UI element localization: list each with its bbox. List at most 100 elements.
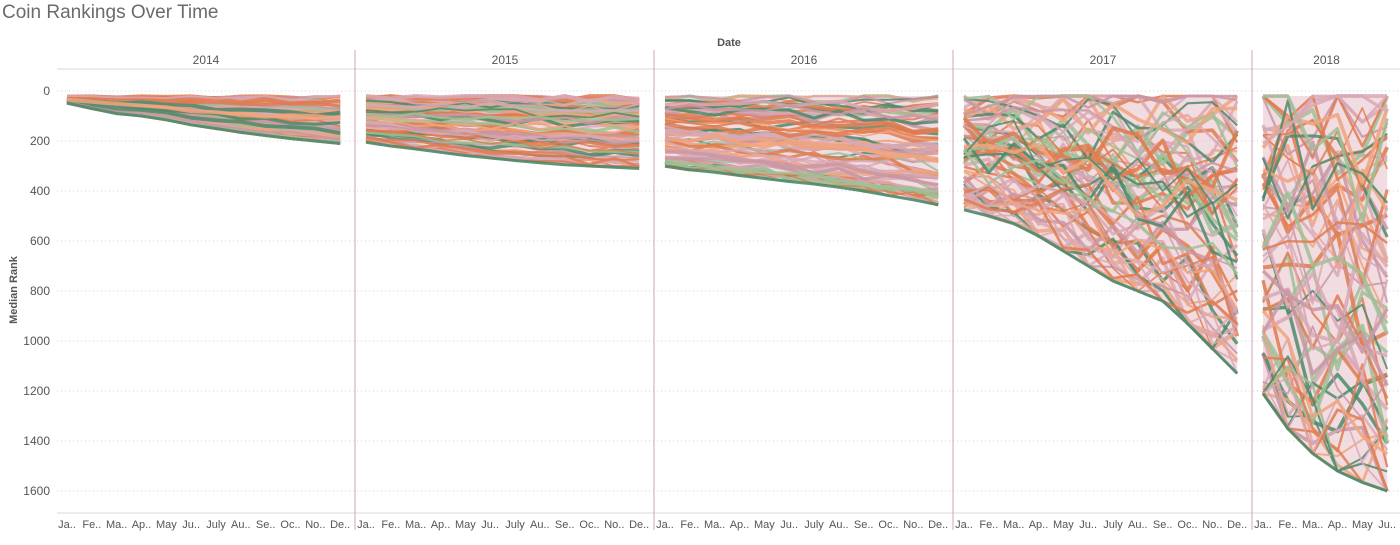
coin-rank-line <box>365 137 640 161</box>
coin-rank-line <box>962 175 1239 327</box>
coin-rank-line <box>963 119 1238 205</box>
month-tick-label: July <box>505 519 525 531</box>
month-tick-label: Ap.. <box>431 519 451 531</box>
panel-lines-2016 <box>664 94 940 207</box>
coin-rank-line <box>664 162 939 194</box>
coin-rank-line <box>1262 352 1388 472</box>
y-tick-label: 1600 <box>23 484 50 498</box>
month-tick-label: Ma.. <box>704 519 725 531</box>
month-tick-label: Se.. <box>555 519 575 531</box>
panel-lines-2017 <box>962 94 1240 375</box>
month-tick-label: No.. <box>604 519 624 531</box>
coin-rank-line <box>66 98 341 136</box>
coin-rank-line <box>664 106 939 126</box>
coin-rank-line <box>365 107 640 119</box>
coin-rank-line <box>664 113 939 136</box>
panel-lines-2015 <box>365 94 640 170</box>
month-tick-label: Ju.. <box>182 519 200 531</box>
coin-rank-line <box>1261 309 1389 456</box>
month-tick-label: Ap.. <box>1328 519 1348 531</box>
coin-rank-line <box>962 148 1239 275</box>
month-tick-label: Oc.. <box>878 519 898 531</box>
coin-rank-line <box>365 140 640 170</box>
panel-lines-2018 <box>1261 94 1390 493</box>
month-tick-label: Ju.. <box>481 519 499 531</box>
month-tick-label: Ju.. <box>780 519 798 531</box>
coin-rank-line <box>664 156 939 187</box>
year-header: 2016 <box>791 53 818 67</box>
coin-rank-line <box>1262 221 1388 251</box>
month-tick-label: July <box>206 519 226 531</box>
coin-rank-line <box>1262 94 1389 159</box>
coin-rank-line <box>963 169 1239 310</box>
y-tick-label: 0 <box>43 84 50 98</box>
coin-rank-line <box>365 113 640 125</box>
coin-rank-line <box>963 120 1239 223</box>
coin-rank-line <box>962 162 1239 315</box>
month-tick-label: Se.. <box>854 519 874 531</box>
y-tick-label: 200 <box>30 134 50 148</box>
month-tick-label: Ma.. <box>1003 519 1024 531</box>
y-tick-label: 1400 <box>23 434 50 448</box>
coin-rank-line <box>664 95 939 105</box>
coin-rank-line <box>1262 167 1389 291</box>
coin-rank-line <box>66 95 341 106</box>
coin-rank-line <box>963 175 1238 274</box>
coin-rank-line <box>963 94 1238 116</box>
coin-rank-line <box>963 179 1238 346</box>
coin-rank-line <box>664 117 939 142</box>
month-tick-label: Ja.. <box>955 519 973 531</box>
coin-rank-line <box>66 97 341 121</box>
month-tick-label: Au.. <box>231 519 251 531</box>
coin-rank-line <box>963 152 1239 280</box>
month-tick-label: Fe.. <box>680 519 699 531</box>
month-tick-label: May <box>455 519 476 531</box>
month-tick-label: Au.. <box>530 519 550 531</box>
year-header: 2015 <box>492 53 519 67</box>
coin-rank-line <box>664 138 939 176</box>
month-tick-label: Fe.. <box>381 519 400 531</box>
month-tick-label: No.. <box>305 519 325 531</box>
coin-rank-line <box>963 94 1239 168</box>
y-tick-label: 400 <box>30 184 50 198</box>
month-tick-label: Ma.. <box>1302 519 1323 531</box>
month-tick-label: Se.. <box>256 519 276 531</box>
month-tick-label: Ja.. <box>58 519 76 531</box>
year-header: 2014 <box>193 53 220 67</box>
coin-rank-line <box>1261 99 1389 211</box>
month-tick-label: No.. <box>1202 519 1222 531</box>
coin-rank-line <box>1262 355 1388 473</box>
year-header: 2017 <box>1090 53 1117 67</box>
coin-rank-line <box>664 99 939 113</box>
coin-rank-line <box>664 164 939 207</box>
month-tick-label: Ma.. <box>405 519 426 531</box>
month-tick-label: Ju.. <box>1079 519 1097 531</box>
y-tick-label: 1200 <box>23 384 50 398</box>
month-tick-label: De.. <box>928 519 948 531</box>
month-tick-label: Au.. <box>1128 519 1148 531</box>
coin-rank-line <box>963 142 1238 218</box>
month-tick-label: May <box>1053 519 1074 531</box>
coin-rank-line <box>1261 288 1389 387</box>
month-tick-label: July <box>1103 519 1123 531</box>
month-tick-label: Oc.. <box>1177 519 1197 531</box>
month-tick-label: De.. <box>330 519 350 531</box>
month-tick-label: Ja.. <box>357 519 375 531</box>
month-tick-label: Fe.. <box>82 519 101 531</box>
month-tick-label: Ja.. <box>656 519 674 531</box>
year-header: 2018 <box>1313 53 1340 67</box>
chart-title: Coin Rankings Over Time <box>2 2 219 23</box>
coin-rank-line <box>365 112 640 123</box>
month-tick-label: May <box>156 519 177 531</box>
coin-rank-line <box>963 107 1239 166</box>
coin-rank-line <box>1261 191 1389 335</box>
coin-rank-line <box>963 165 1239 302</box>
y-tick-label: 600 <box>30 234 50 248</box>
coin-rank-line <box>1262 94 1388 133</box>
coin-rank-line <box>1262 376 1388 492</box>
coin-rank-line <box>1262 94 1389 145</box>
coin-rank-line <box>963 198 1239 325</box>
month-tick-label: Fe.. <box>1278 519 1297 531</box>
month-tick-label: De.. <box>629 519 649 531</box>
